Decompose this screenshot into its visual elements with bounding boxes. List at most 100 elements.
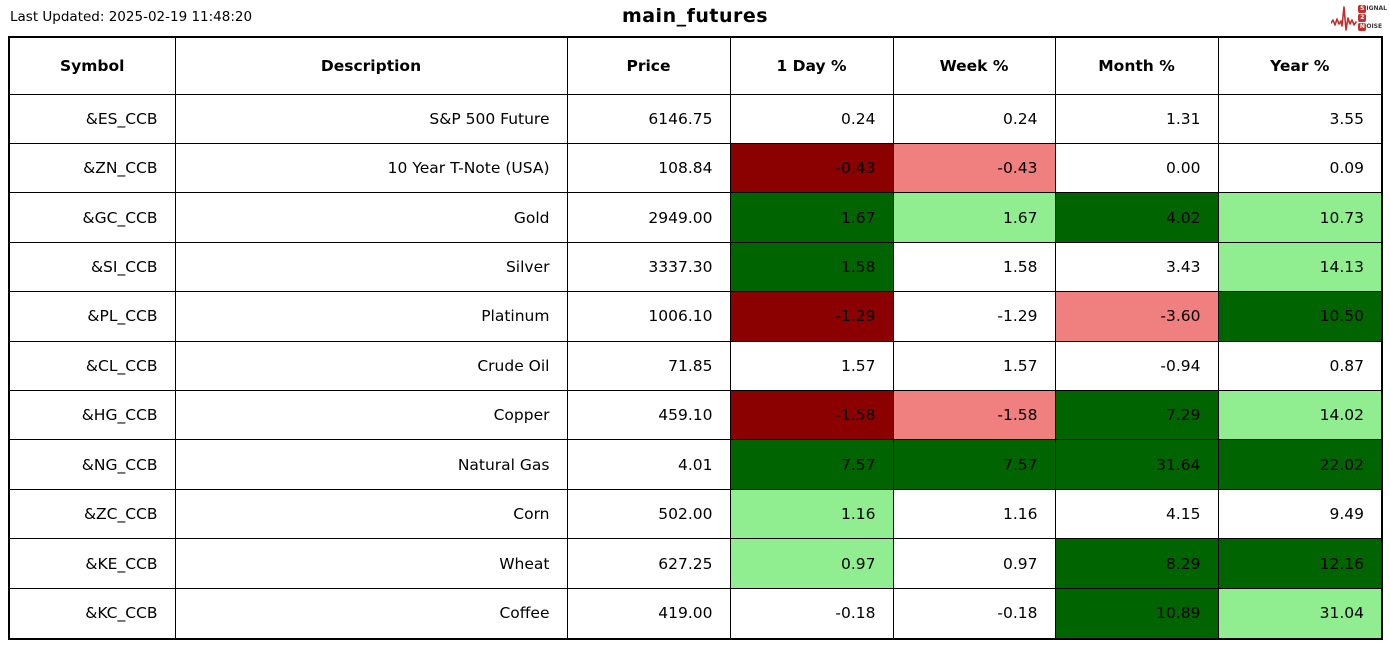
heartbeat-waveform-icon xyxy=(1331,6,1358,31)
price-cell: 1006.10 xyxy=(566,291,731,342)
symbol-cell: &PL_CCB xyxy=(8,291,176,342)
price-cell: 459.10 xyxy=(566,390,731,441)
price-cell: 3337.30 xyxy=(566,241,731,293)
symbol-cell: &ES_CCB xyxy=(8,93,176,144)
week-change-cell: 0.97 xyxy=(892,538,1056,589)
logo-badge-n: N xyxy=(1358,23,1367,31)
price-cell: 108.84 xyxy=(566,142,731,194)
description-cell: 10 Year T-Note (USA) xyxy=(174,142,568,194)
last-updated-timestamp: Last Updated: 2025-02-19 11:48:20 xyxy=(10,9,253,25)
year-change-cell: 10.50 xyxy=(1217,291,1383,342)
month-change-cell: 1.31 xyxy=(1054,93,1219,144)
table-header: Symbol Description Price 1 Day % Week % Month… xyxy=(8,36,1383,95)
year-change-cell: 0.87 xyxy=(1217,340,1383,392)
week-change-cell: 0.24 xyxy=(892,93,1056,144)
description-cell: Copper xyxy=(174,390,568,441)
description-cell: Natural Gas xyxy=(174,439,568,490)
year-change-cell: 0.09 xyxy=(1217,142,1383,194)
table-row: &HG_CCB Copper 459.10 -1.58 -1.58 7.29 14.02 xyxy=(8,390,1383,441)
logo-line-noise: N OISE xyxy=(1358,23,1387,31)
table-row: &ZC_CCB Corn 502.00 1.16 1.16 4.15 9.49 xyxy=(8,488,1383,540)
week-change-cell: -1.58 xyxy=(892,390,1056,441)
table-row: &KE_CCB Wheat 627.25 0.97 0.97 8.29 12.16 xyxy=(8,538,1383,589)
week-change-cell: 1.58 xyxy=(892,241,1056,293)
logo-line-2: 2 xyxy=(1358,14,1387,22)
day-change-cell: 1.16 xyxy=(729,488,894,540)
year-change-cell: 12.16 xyxy=(1217,538,1383,589)
year-change-cell: 14.02 xyxy=(1217,390,1383,441)
day-change-cell: -0.18 xyxy=(729,587,894,640)
table-header-row: Symbol Description Price 1 Day % Week % Month… xyxy=(8,36,1383,95)
week-change-cell: 1.67 xyxy=(892,192,1056,243)
price-cell: 71.85 xyxy=(566,340,731,392)
week-change-cell: 1.57 xyxy=(892,340,1056,392)
symbol-cell: &CL_CCB xyxy=(8,340,176,392)
month-change-cell: 31.64 xyxy=(1054,439,1219,490)
table-row: &GC_CCB Gold 2949.00 1.67 1.67 4.02 10.73 xyxy=(8,192,1383,243)
table-row: &ZN_CCB 10 Year T-Note (USA) 108.84 -0.43 -0… xyxy=(8,142,1383,194)
logo-badge-s: S xyxy=(1358,5,1367,13)
table-row: &ES_CCB S&P 500 Future 6146.75 0.24 0.24 1.31… xyxy=(8,93,1383,144)
week-change-cell: 1.16 xyxy=(892,488,1056,540)
table-row: &SI_CCB Silver 3337.30 1.58 1.58 3.43 14.13 xyxy=(8,241,1383,293)
month-change-cell: 8.29 xyxy=(1054,538,1219,589)
month-change-cell: -0.94 xyxy=(1054,340,1219,392)
price-cell: 419.00 xyxy=(566,587,731,640)
column-header-1-day: 1 Day % xyxy=(729,36,894,95)
signal-2-noise-logo: S IGNAL 2 N OISE xyxy=(1331,2,1387,34)
logo-rest-oise: OISE xyxy=(1366,23,1383,30)
month-change-cell: 4.02 xyxy=(1054,192,1219,243)
symbol-cell: &ZC_CCB xyxy=(8,488,176,540)
logo-rest-ignal: IGNAL xyxy=(1366,5,1387,12)
month-change-cell: 0.00 xyxy=(1054,142,1219,194)
description-cell: Wheat xyxy=(174,538,568,589)
description-cell: Platinum xyxy=(174,291,568,342)
year-change-cell: 3.55 xyxy=(1217,93,1383,144)
symbol-cell: &ZN_CCB xyxy=(8,142,176,194)
month-change-cell: 4.15 xyxy=(1054,488,1219,540)
table-body: &ES_CCB S&P 500 Future 6146.75 0.24 0.24 1.31… xyxy=(8,93,1383,640)
day-change-cell: 0.97 xyxy=(729,538,894,589)
year-change-cell: 22.02 xyxy=(1217,439,1383,490)
year-change-cell: 10.73 xyxy=(1217,192,1383,243)
page-title: main_futures xyxy=(621,5,769,27)
month-change-cell: 10.89 xyxy=(1054,587,1219,640)
price-cell: 4.01 xyxy=(566,439,731,490)
column-header-year: Year % xyxy=(1217,36,1383,95)
price-cell: 502.00 xyxy=(566,488,731,540)
year-change-cell: 31.04 xyxy=(1217,587,1383,640)
week-change-cell: -0.18 xyxy=(892,587,1056,640)
description-cell: Silver xyxy=(174,241,568,293)
day-change-cell: -0.43 xyxy=(729,142,894,194)
day-change-cell: 1.57 xyxy=(729,340,894,392)
year-change-cell: 14.13 xyxy=(1217,241,1383,293)
table-row: &CL_CCB Crude Oil 71.85 1.57 1.57 -0.94 0.87 xyxy=(8,340,1383,392)
price-cell: 627.25 xyxy=(566,538,731,589)
table-row: &NG_CCB Natural Gas 4.01 7.57 7.57 31.64 22.02 xyxy=(8,439,1383,490)
price-cell: 2949.00 xyxy=(566,192,731,243)
table-row: &PL_CCB Platinum 1006.10 -1.29 -1.29 -3.60 10.… xyxy=(8,291,1383,342)
symbol-cell: &KC_CCB xyxy=(8,587,176,640)
symbol-cell: &KE_CCB xyxy=(8,538,176,589)
column-header-description: Description xyxy=(174,36,568,95)
price-cell: 6146.75 xyxy=(566,93,731,144)
month-change-cell: 7.29 xyxy=(1054,390,1219,441)
day-change-cell: 7.57 xyxy=(729,439,894,490)
week-change-cell: -0.43 xyxy=(892,142,1056,194)
symbol-cell: &GC_CCB xyxy=(8,192,176,243)
symbol-cell: &NG_CCB xyxy=(8,439,176,490)
futures-table: Symbol Description Price 1 Day % Week % Month… xyxy=(8,36,1383,640)
day-change-cell: 0.24 xyxy=(729,93,894,144)
logo-text: S IGNAL 2 N OISE xyxy=(1358,5,1387,31)
logo-badge-2: 2 xyxy=(1358,14,1367,22)
day-change-cell: -1.58 xyxy=(729,390,894,441)
week-change-cell: -1.29 xyxy=(892,291,1056,342)
symbol-cell: &SI_CCB xyxy=(8,241,176,293)
description-cell: S&P 500 Future xyxy=(174,93,568,144)
day-change-cell: -1.29 xyxy=(729,291,894,342)
day-change-cell: 1.67 xyxy=(729,192,894,243)
symbol-cell: &HG_CCB xyxy=(8,390,176,441)
description-cell: Corn xyxy=(174,488,568,540)
description-cell: Gold xyxy=(174,192,568,243)
week-change-cell: 7.57 xyxy=(892,439,1056,490)
